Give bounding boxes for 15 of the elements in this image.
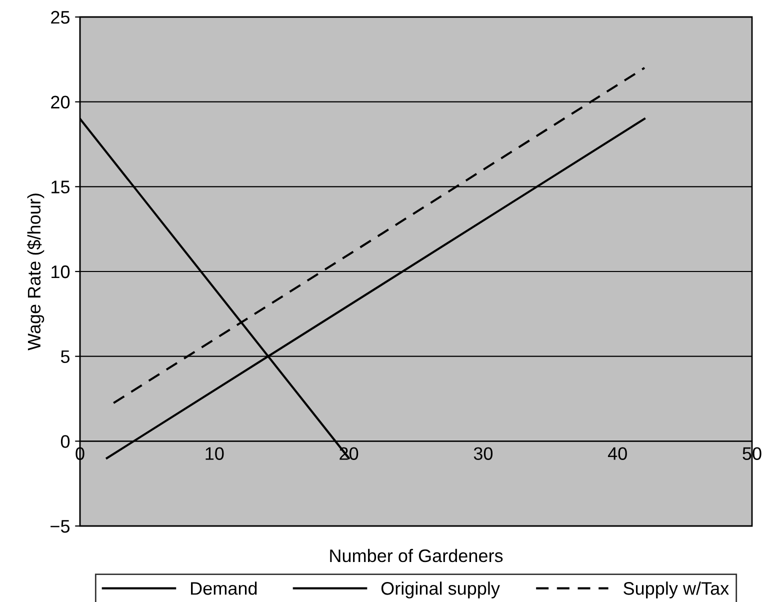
x-tick-label: 40 <box>608 447 627 460</box>
y-tick-label: 25 <box>51 10 70 24</box>
y-tick-label: −5 <box>50 520 70 533</box>
y-axis-title: Wage Rate ($/hour) <box>27 194 44 350</box>
y-tick-label: 0 <box>60 435 70 448</box>
x-tick-label: 30 <box>474 447 493 460</box>
legend-label: Supply w/Tax <box>624 582 729 598</box>
legend-label: Demand <box>191 582 257 595</box>
y-tick-label: 5 <box>60 350 70 364</box>
x-axis-title: Number of Gardeners <box>330 548 503 562</box>
y-tick-label: 20 <box>51 96 70 109</box>
legend-label: Original supply <box>381 582 500 598</box>
x-tick-label: 10 <box>206 447 224 460</box>
y-tick-label: 15 <box>52 180 70 194</box>
y-tick-label: 10 <box>52 265 70 278</box>
